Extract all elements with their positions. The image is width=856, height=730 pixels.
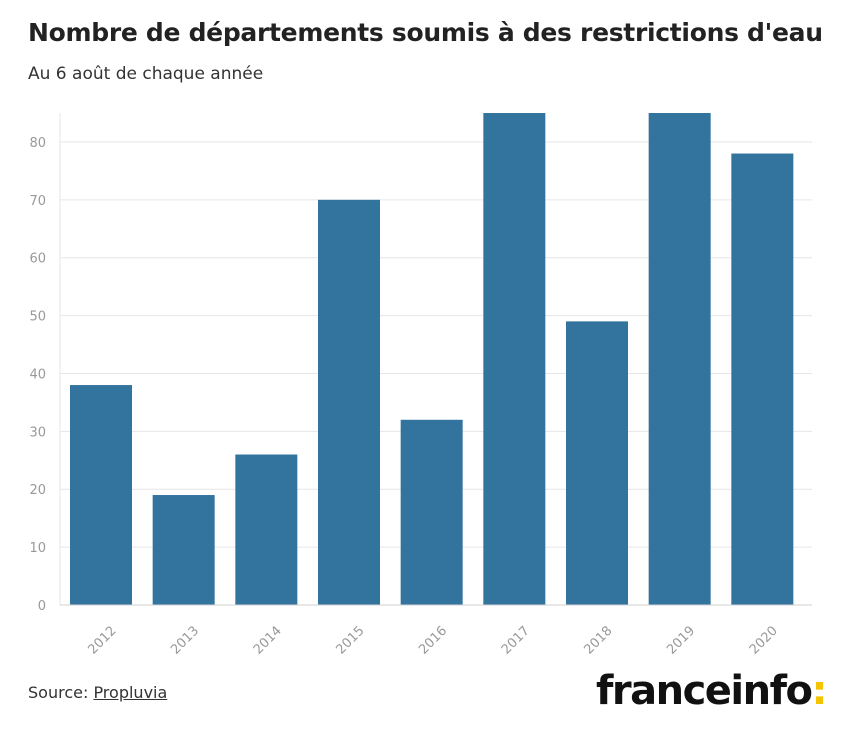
source-prefix: Source: — [28, 683, 94, 702]
x-tick-label: 2014 — [251, 624, 285, 658]
x-tick-label: 2016 — [416, 624, 450, 658]
logo-colon: : — [811, 668, 828, 714]
source-line: Source: Propluvia — [28, 683, 167, 702]
source-link[interactable]: Propluvia — [93, 683, 168, 702]
franceinfo-logo: franceinfo: — [595, 668, 828, 714]
bar — [235, 454, 298, 605]
x-tick-label: 2017 — [499, 624, 533, 658]
y-tick-label: 80 — [29, 136, 46, 151]
y-tick-label: 40 — [29, 367, 46, 382]
x-tick-label: 2019 — [664, 624, 698, 658]
x-tick-label: 2012 — [86, 624, 120, 658]
y-tick-label: 70 — [29, 194, 46, 209]
bar — [483, 113, 546, 605]
bar — [731, 153, 794, 606]
y-tick-label: 20 — [29, 483, 46, 498]
bar — [400, 419, 463, 605]
bar — [70, 385, 132, 605]
y-tick-label: 60 — [29, 252, 46, 267]
y-tick-label: 50 — [29, 310, 46, 325]
x-tick-label: 2015 — [334, 624, 368, 658]
chart-subtitle: Au 6 août de chaque année — [28, 64, 264, 84]
y-tick-label: 30 — [29, 425, 46, 440]
x-tick-label: 2018 — [582, 624, 616, 658]
x-tick-label: 2020 — [747, 624, 781, 658]
bar — [648, 113, 711, 605]
chart-title: Nombre de départements soumis à des rest… — [28, 18, 823, 47]
y-tick-label: 10 — [29, 541, 46, 556]
bar — [318, 199, 380, 605]
bar — [566, 321, 628, 605]
bar — [152, 495, 215, 605]
y-tick-label: 0 — [38, 599, 46, 614]
logo-text: franceinfo — [595, 668, 813, 714]
x-tick-label: 2013 — [168, 624, 202, 658]
